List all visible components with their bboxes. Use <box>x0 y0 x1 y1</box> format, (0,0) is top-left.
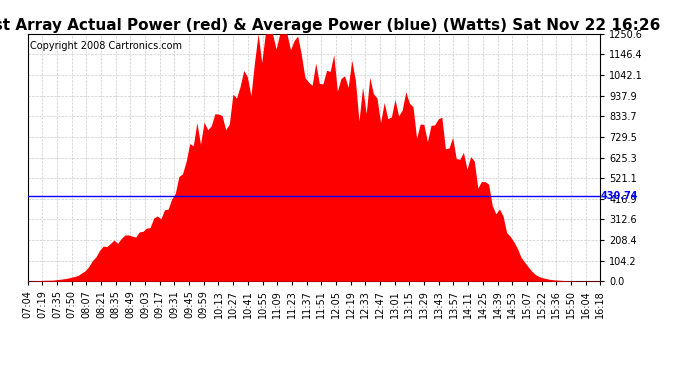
Text: 430.74: 430.74 <box>600 191 638 201</box>
Title: West Array Actual Power (red) & Average Power (blue) (Watts) Sat Nov 22 16:26: West Array Actual Power (red) & Average … <box>0 18 660 33</box>
Text: Copyright 2008 Cartronics.com: Copyright 2008 Cartronics.com <box>30 41 182 51</box>
